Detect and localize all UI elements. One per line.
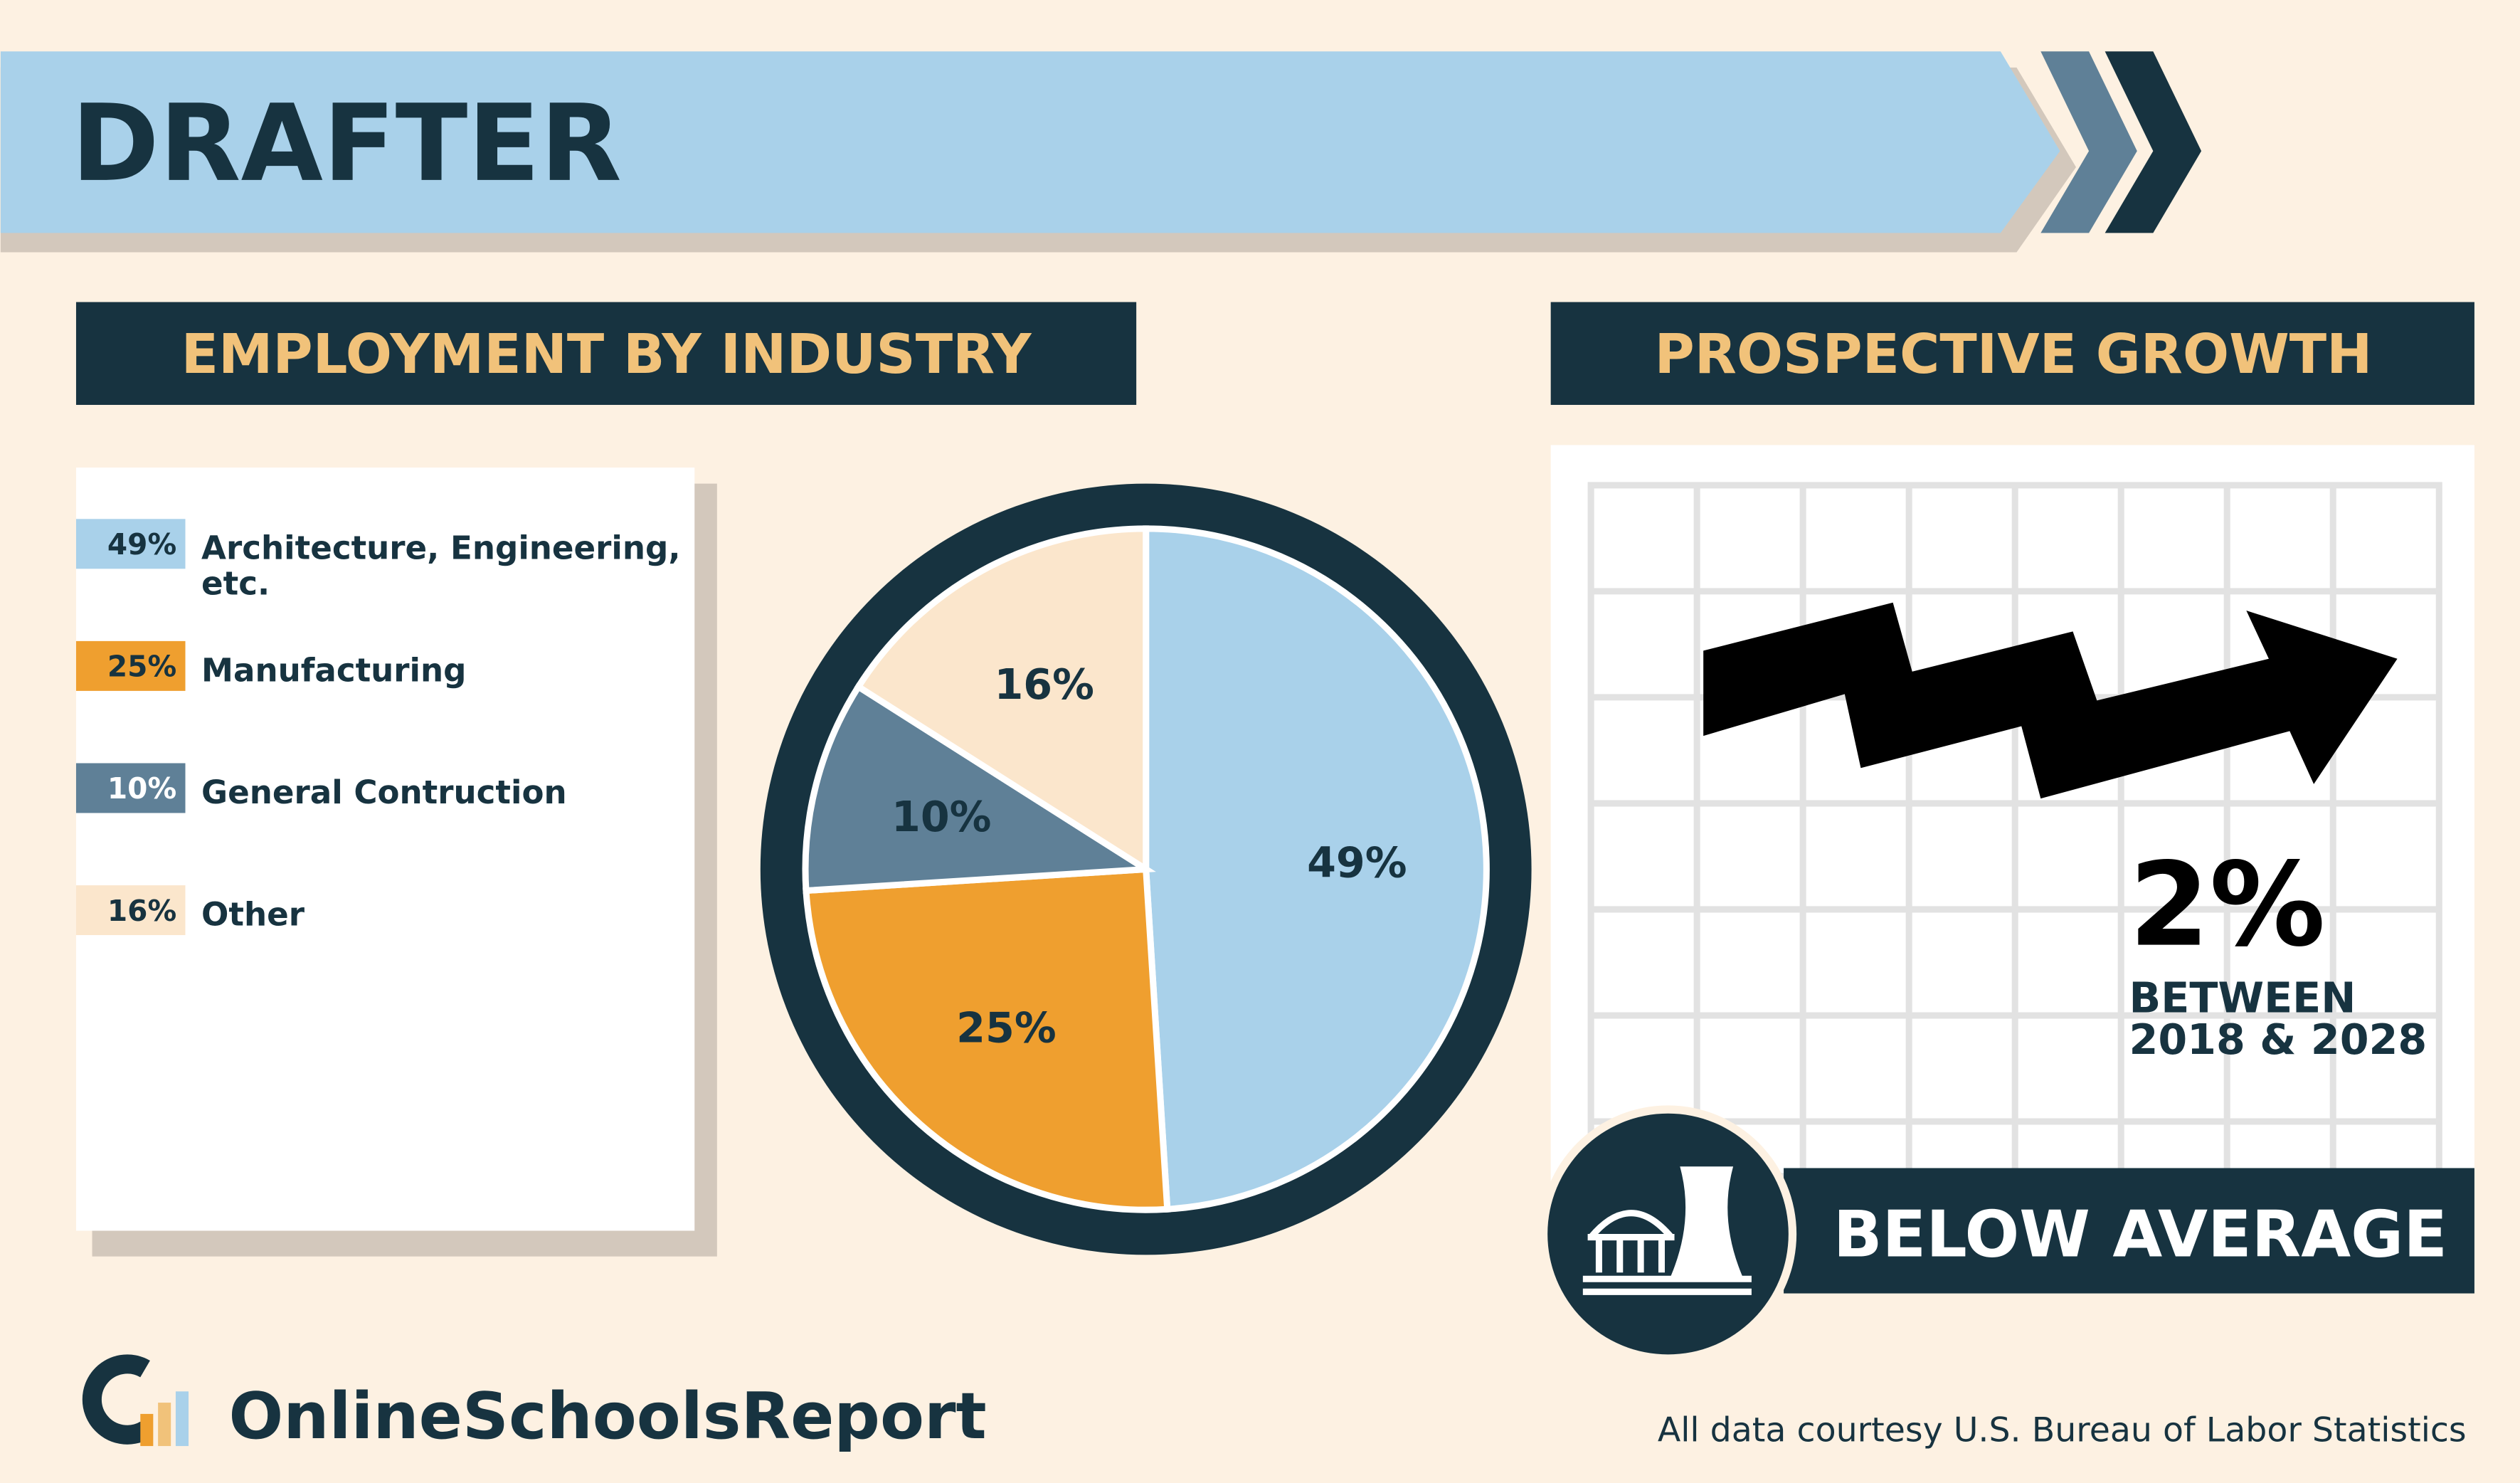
legend-value: 10%	[107, 771, 176, 806]
legend-label-line: etc.	[201, 564, 270, 602]
logo-bar	[140, 1413, 154, 1447]
chevron	[2040, 51, 2137, 233]
brand: OnlineSchoolsReport	[228, 1379, 986, 1454]
pie-slice	[802, 682, 1156, 894]
bridge-icon	[1587, 1210, 1675, 1273]
legend-swatch	[75, 519, 186, 569]
pie-slice	[1143, 525, 1490, 1213]
logo-mark	[82, 1354, 150, 1445]
growth-period: 2018 & 2028	[2129, 1015, 2427, 1064]
legend-value: 25%	[107, 650, 176, 684]
legend-value: 49%	[107, 527, 176, 561]
section-header	[1550, 302, 2474, 405]
growth-title: PROSPECTIVE GROWTH	[1654, 323, 2372, 386]
source-note: All data courtesy U.S. Bureau of Labor S…	[1658, 1410, 2467, 1450]
page-title: DRAFTER	[71, 83, 622, 206]
legend-label: Architecture, Engineering, etc.	[201, 529, 680, 603]
legend-label: Other	[201, 896, 305, 934]
badge-icon	[1582, 1166, 1752, 1295]
legend-label-line: Architecture, Engineering,	[201, 529, 680, 567]
pie: 49% 25% 10% 16%	[802, 525, 1490, 1213]
trend-arrow	[1703, 602, 2398, 799]
slice-label: 25%	[956, 1003, 1056, 1052]
legend-swatch	[75, 885, 186, 936]
chart-title: EMPLOYMENT BY INDUSTRY	[181, 323, 1032, 386]
ground-icon	[1582, 1275, 1752, 1295]
logo-bar	[175, 1391, 189, 1447]
section-header	[75, 302, 1137, 405]
slice-label: 16%	[994, 660, 1094, 709]
legend-swatch	[75, 640, 186, 691]
logo	[82, 1354, 189, 1447]
legend-panel	[75, 468, 695, 1231]
pie-slice	[803, 865, 1171, 1213]
slice-label: 10%	[891, 793, 991, 841]
legend-label: General Contruction	[201, 774, 567, 811]
growth-period: BETWEEN	[2129, 973, 2356, 1022]
logo-bar	[158, 1403, 171, 1447]
legend-value: 16%	[107, 894, 176, 928]
chevron	[2105, 51, 2202, 233]
rating-box	[1784, 1168, 2474, 1294]
legend-swatch	[75, 763, 186, 813]
rating: BELOW AVERAGE	[1833, 1198, 2447, 1272]
pie-slice	[854, 525, 1150, 875]
legend-label: Manufacturing	[201, 651, 466, 689]
banner	[0, 51, 2060, 233]
growth-value: 2%	[2129, 838, 2325, 973]
slice-label: 49%	[1307, 838, 1407, 887]
